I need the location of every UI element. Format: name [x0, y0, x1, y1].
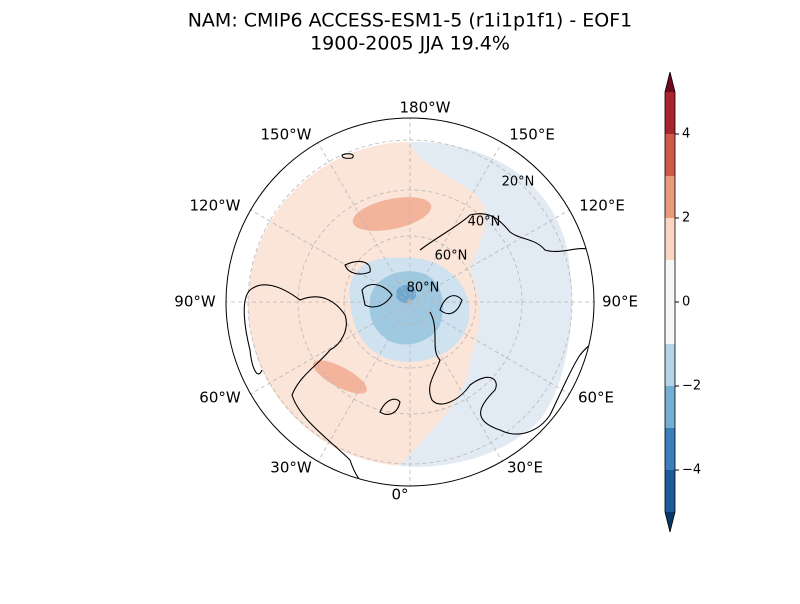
meridian — [314, 137, 411, 303]
longitude-label: 90°W — [174, 293, 216, 311]
colorbar-outline — [664, 71, 676, 533]
latitude-label: 80°N — [407, 281, 440, 296]
meridian — [409, 301, 575, 398]
longitude-label: 150°W — [261, 126, 312, 144]
positive-peak — [313, 360, 367, 394]
coastline — [341, 153, 463, 415]
coastline — [344, 260, 393, 308]
meridian — [409, 206, 575, 303]
colorbar-band — [665, 176, 675, 218]
colorbar-band — [665, 428, 675, 470]
title: NAM: CMIP6 ACCESS-ESM1-5 (r1i1p1f1) - EO… — [188, 10, 633, 32]
negative-core-2 — [369, 271, 444, 345]
map-boundary — [225, 117, 595, 487]
coastline — [243, 284, 361, 481]
colorbar-band — [665, 134, 675, 176]
longitude-label: 60°W — [199, 389, 241, 407]
colorbar-tick-label: −2 — [682, 379, 701, 394]
latitude-label: 40°N — [468, 215, 501, 230]
longitude-label: 30°W — [270, 459, 312, 477]
colorbar-tick-label: 0 — [682, 295, 690, 310]
longitude-label: 30°E — [507, 459, 543, 477]
longitude-label: 180°W — [400, 99, 451, 117]
colorbar-tick-label: 4 — [682, 127, 690, 142]
colorbar-band — [665, 386, 675, 428]
meridian — [314, 301, 411, 467]
negative-region — [400, 141, 572, 467]
colorbar-band — [665, 260, 675, 344]
longitude-label: 150°E — [509, 126, 555, 144]
meridian — [409, 301, 506, 467]
longitude-label: 90°E — [602, 293, 638, 311]
colorbar-band — [665, 218, 675, 260]
coastline — [419, 213, 594, 435]
colorbar-band — [665, 344, 675, 386]
colorbar-tick-label: 2 — [682, 211, 690, 226]
meridian — [245, 206, 411, 303]
longitude-label: 60°E — [578, 389, 614, 407]
negative-peak — [396, 285, 416, 303]
longitude-label: 120°E — [579, 197, 625, 215]
longitude-label: 0° — [391, 486, 408, 504]
subtitle: 1900-2005 JJA 19.4% — [310, 33, 510, 55]
colorbar-extend-under — [665, 512, 675, 532]
map-field — [226, 118, 594, 486]
colorbar-tick-label: −4 — [682, 463, 701, 478]
meridian — [409, 137, 506, 303]
latitude-label: 20°N — [502, 175, 535, 190]
meridian — [245, 301, 411, 398]
colorbar-band — [665, 92, 675, 134]
colorbar-band — [665, 470, 675, 512]
colorbar-extend-over — [665, 72, 675, 92]
positive-peak — [352, 197, 432, 231]
longitude-label: 120°W — [190, 197, 241, 215]
latitude-label: 60°N — [435, 249, 468, 264]
